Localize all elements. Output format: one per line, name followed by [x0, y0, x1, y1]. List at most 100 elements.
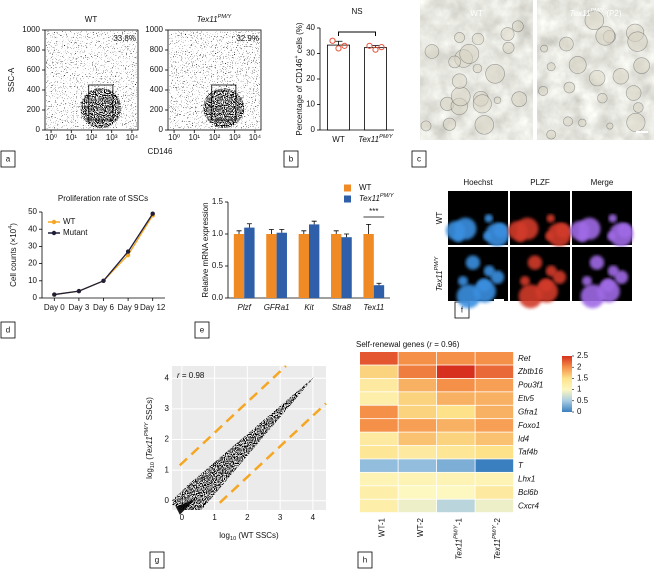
- panel-letter: c: [417, 155, 421, 164]
- x-tick-label: 0: [180, 513, 185, 522]
- stained-colony: [617, 223, 633, 238]
- y-tick-label: 3: [165, 404, 170, 413]
- y-tick-label: 1.5: [212, 197, 224, 206]
- heatmap-cell: [475, 365, 514, 379]
- panel-letter: f: [461, 306, 464, 315]
- stained-colony: [473, 279, 496, 303]
- cell-colony: [500, 27, 515, 42]
- colorbar-tick-label: 0: [577, 407, 582, 416]
- row-label: Etv5: [518, 394, 535, 403]
- heatmap-cell: [398, 365, 437, 379]
- cell-colony: [612, 68, 629, 85]
- data-point: [366, 42, 373, 49]
- error-bar: [334, 40, 343, 46]
- panel-letter: e: [200, 326, 205, 335]
- y-tick-label: 400: [150, 85, 164, 94]
- error-bar: [279, 229, 285, 233]
- bar: [373, 285, 385, 298]
- cell-colony: [584, 10, 605, 31]
- heatmap-cell: [398, 432, 437, 446]
- heatmap-cell: [475, 419, 514, 432]
- bar: [363, 234, 374, 298]
- marker: [52, 292, 57, 297]
- panel-letter: h: [363, 556, 367, 565]
- panel-letter: a: [6, 155, 11, 164]
- marker: [76, 288, 82, 294]
- y-axis-label: SSC-A: [7, 67, 16, 92]
- y-tick-label: 1000: [145, 25, 163, 34]
- heatmap-cell: [360, 459, 398, 472]
- y-tick-label: 0: [165, 496, 170, 505]
- text-segment: Tex11: [358, 135, 379, 144]
- y-tick-label: 200: [150, 105, 164, 114]
- cell-colony: [578, 118, 587, 127]
- legend-marker: [51, 230, 57, 236]
- heatmap-cell: [475, 445, 514, 459]
- y-tick-label: 2: [165, 435, 170, 444]
- data-point: [335, 45, 342, 52]
- stained-colony: [608, 214, 617, 223]
- stained-colony: [519, 275, 531, 287]
- cell-colony: [627, 31, 648, 52]
- heatmap-cell: [437, 392, 475, 405]
- annotation: r = 0.98: [177, 371, 205, 380]
- gate: [88, 84, 114, 121]
- bar: [363, 47, 387, 131]
- stained-colony: [535, 279, 558, 303]
- stained-colony: [589, 255, 605, 270]
- heatmap-cell: [437, 499, 475, 513]
- x-tick-label: Stra8: [332, 303, 352, 312]
- cell-colony: [443, 117, 457, 131]
- x-tick-label: 10²: [86, 133, 98, 142]
- y-tick-label: 0.5: [212, 261, 224, 270]
- text-segment: (WT SSCs): [236, 531, 279, 540]
- y-tick-label: 30: [306, 49, 315, 58]
- heatmap-cell: [475, 459, 514, 472]
- stained-colony: [484, 214, 493, 223]
- bar: [233, 234, 245, 298]
- cell-colony: [625, 85, 642, 101]
- row-label: Ret: [518, 354, 531, 363]
- x-tick-label: 1: [212, 513, 217, 522]
- text-segment: 10: [230, 536, 236, 542]
- error-bar: [376, 282, 382, 286]
- x-tick-label: Tex11: [363, 303, 384, 312]
- text-segment: r: [429, 340, 432, 349]
- cell-colony: [424, 44, 440, 59]
- y-tick-label: 600: [150, 65, 164, 74]
- x-axis-label: CD146: [148, 147, 173, 156]
- x-tick-label: 3: [278, 513, 283, 522]
- legend-label: WT: [359, 183, 372, 192]
- heatmap-cell: [398, 419, 437, 432]
- text-segment: ): [9, 223, 18, 226]
- y-tick-label: 1: [165, 465, 170, 474]
- y-axis-label: Cell counts (×104): [8, 223, 18, 287]
- stained-colony: [483, 265, 495, 277]
- y-tick-label: 10: [306, 100, 315, 109]
- cell-colony: [606, 122, 614, 130]
- y-tick-label: 0: [311, 125, 316, 134]
- text-segment: SSCs): [145, 397, 154, 423]
- chart-title: Proliferation rate of SSCs: [58, 194, 148, 203]
- heatmap-cell: [360, 392, 398, 405]
- text-segment: cells (%): [295, 22, 304, 55]
- heatmap-cell: [398, 486, 437, 499]
- heatmap-cell: [360, 419, 398, 432]
- legend-label: Mutant: [63, 228, 88, 237]
- stained-colony: [581, 275, 593, 287]
- x-tick-label: 2: [245, 513, 250, 522]
- bar: [244, 227, 255, 298]
- y-tick-label: 40: [306, 23, 315, 32]
- heatmap-cell: [437, 432, 475, 446]
- chart-title: WT: [85, 15, 98, 24]
- legend-label: WT: [63, 217, 76, 226]
- x-tick-label: Kit: [304, 303, 314, 312]
- text-segment: Tex11: [359, 194, 380, 203]
- stained-colony: [493, 223, 509, 238]
- panel-letter: b: [289, 155, 294, 164]
- cell-colony: [450, 86, 471, 107]
- text-segment: 4: [8, 226, 14, 229]
- x-tick-label: GFRa1: [264, 303, 290, 312]
